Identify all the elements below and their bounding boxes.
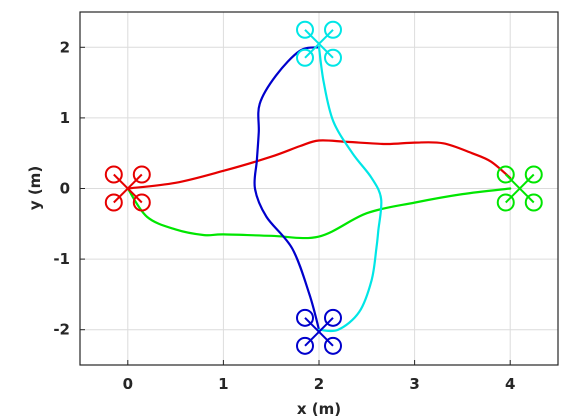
quad-rotor (296, 48, 314, 67)
series-line-1 (126, 139, 512, 190)
quad-rotor (524, 165, 543, 184)
quad-rotor (104, 165, 123, 184)
series-layer (126, 46, 512, 333)
y-tick-label: 2 (60, 38, 70, 56)
x-axis-label: x (m) (297, 400, 341, 418)
quad-green-icon (496, 165, 543, 212)
quad-rotor (496, 193, 515, 212)
x-tick-label: 1 (218, 375, 228, 393)
x-tick-label: 2 (314, 375, 324, 393)
x-tick-label: 3 (409, 375, 419, 393)
quad-arm (304, 29, 334, 59)
x-tick-label: 0 (123, 375, 133, 393)
series-line-4 (317, 46, 383, 333)
quad-rotor (296, 20, 314, 39)
quad-rotor (524, 193, 543, 212)
y-tick-label: 0 (60, 180, 70, 198)
quad-red-icon (104, 165, 151, 212)
y-axis-label: y (m) (26, 166, 44, 210)
quad-arm (113, 173, 143, 204)
quad-rotor (324, 336, 342, 355)
quad-rotor (296, 308, 314, 327)
series-line-2 (126, 187, 512, 240)
y-tick-label: -2 (53, 321, 70, 339)
quad-cyan-icon (296, 20, 342, 67)
quad-rotor (296, 336, 314, 355)
quad-rotor (324, 308, 342, 327)
tick-layer: 0 1 2 3 4 -2 -1 0 1 2 (53, 38, 515, 393)
quad-rotor (496, 165, 515, 184)
quad-rotor (324, 48, 342, 67)
quad-rotor (132, 193, 151, 212)
quad-blue-icon (296, 308, 342, 355)
series-line-3 (253, 46, 321, 331)
quad-arm (505, 173, 535, 204)
quad-rotor (132, 165, 151, 184)
quad-rotor (324, 20, 342, 39)
quad-rotor (104, 193, 123, 212)
y-tick-label: 1 (60, 109, 70, 127)
x-tick-label: 4 (505, 375, 515, 393)
y-tick-label: -1 (53, 250, 70, 268)
quad-arm (304, 317, 334, 347)
quadrotor-markers (104, 20, 543, 355)
